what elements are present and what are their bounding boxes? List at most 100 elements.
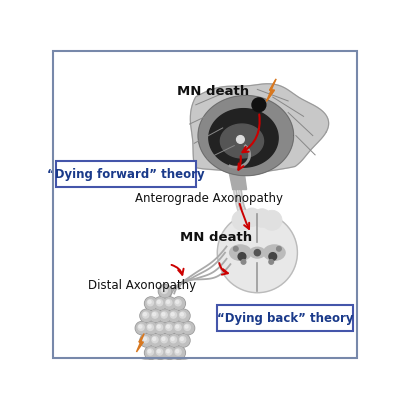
Circle shape [168,310,180,322]
Circle shape [173,322,184,334]
Circle shape [238,253,246,260]
Circle shape [164,298,175,309]
Circle shape [166,350,170,353]
Circle shape [150,335,162,346]
Circle shape [148,325,151,328]
Circle shape [168,309,181,322]
Circle shape [157,301,160,303]
Circle shape [254,249,260,256]
Circle shape [161,337,167,343]
Circle shape [170,312,176,318]
Circle shape [156,349,163,355]
Circle shape [168,334,181,347]
Circle shape [162,313,165,316]
Circle shape [175,300,181,306]
Circle shape [243,208,261,226]
Circle shape [161,287,167,294]
Polygon shape [220,124,264,158]
Circle shape [158,285,172,298]
Circle shape [177,309,190,322]
Circle shape [141,335,152,346]
Circle shape [182,322,194,334]
Circle shape [159,286,171,297]
Circle shape [148,350,151,353]
Circle shape [147,300,154,306]
Ellipse shape [137,357,193,371]
Text: “Dying forward” theory: “Dying forward” theory [47,168,204,181]
Circle shape [178,335,189,346]
Circle shape [171,313,174,316]
Circle shape [175,324,181,330]
Circle shape [162,337,165,341]
Circle shape [149,309,162,322]
Circle shape [164,322,175,334]
Circle shape [166,349,172,355]
Circle shape [158,309,172,322]
Circle shape [141,310,152,322]
Text: MN death: MN death [180,231,253,244]
Circle shape [177,334,190,347]
Circle shape [145,298,157,309]
Polygon shape [190,84,329,173]
Circle shape [277,247,281,251]
Circle shape [163,322,176,335]
Circle shape [178,310,189,322]
Circle shape [153,337,156,341]
Circle shape [140,309,153,322]
Ellipse shape [264,245,285,260]
Circle shape [154,297,167,310]
Circle shape [143,337,149,343]
Circle shape [135,322,148,335]
Circle shape [154,322,166,334]
Circle shape [144,313,146,316]
Circle shape [156,300,163,306]
Circle shape [182,322,195,335]
Circle shape [140,334,153,347]
Circle shape [147,349,154,355]
Circle shape [166,300,172,306]
Circle shape [176,301,179,303]
Circle shape [185,325,188,328]
Polygon shape [267,79,276,101]
Circle shape [163,346,176,359]
Circle shape [176,325,179,328]
Circle shape [154,322,167,335]
Circle shape [164,347,175,358]
Circle shape [269,253,277,260]
Circle shape [144,297,158,310]
Circle shape [157,325,160,328]
Circle shape [168,335,180,346]
Circle shape [136,322,148,334]
Circle shape [138,324,144,330]
Circle shape [180,313,184,316]
Circle shape [145,322,157,334]
Circle shape [154,346,167,359]
Circle shape [173,347,184,358]
Circle shape [152,337,158,343]
Circle shape [166,301,170,303]
Circle shape [144,337,146,341]
Text: Distal Axonopathy: Distal Axonopathy [88,279,196,292]
Polygon shape [198,96,294,176]
FancyBboxPatch shape [217,305,353,331]
Circle shape [154,347,166,358]
Circle shape [162,288,165,291]
Circle shape [180,337,186,343]
Circle shape [262,210,282,230]
Circle shape [166,324,172,330]
Circle shape [139,325,142,328]
Polygon shape [228,167,246,190]
Circle shape [156,324,163,330]
Circle shape [241,260,246,264]
Circle shape [172,346,185,359]
Circle shape [148,301,151,303]
Circle shape [161,312,167,318]
Circle shape [159,310,171,322]
Circle shape [180,337,184,341]
Circle shape [217,213,298,293]
Circle shape [163,297,176,310]
Circle shape [184,324,190,330]
Circle shape [253,209,271,227]
Circle shape [144,346,158,359]
Circle shape [152,312,158,318]
